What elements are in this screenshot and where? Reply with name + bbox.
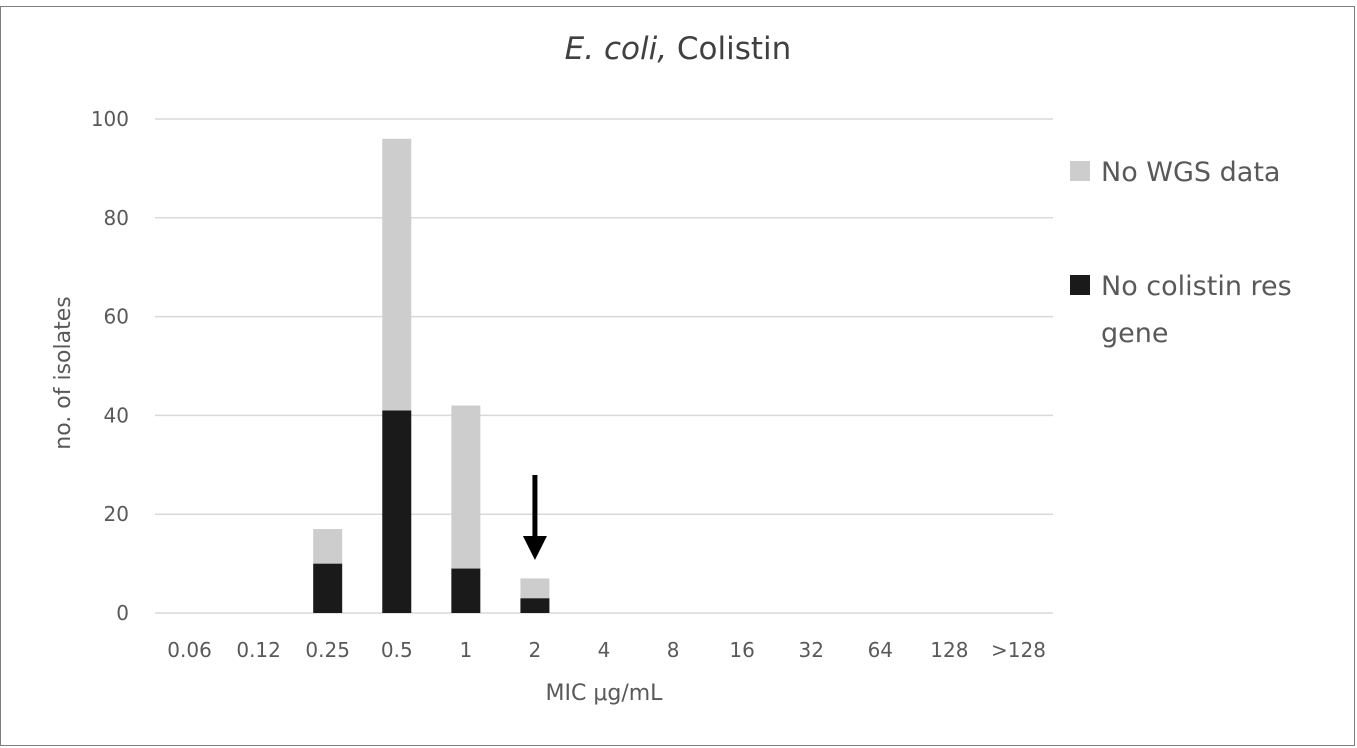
bar-no-colistin-res-gene-1 xyxy=(451,568,481,613)
legend: No WGS data No colistin res gene xyxy=(1070,157,1292,349)
chart-title: E. coli, Colistin xyxy=(565,31,792,67)
bar-no-colistin-res-gene-0.5 xyxy=(382,410,412,613)
x-tick-label: >128 xyxy=(991,638,1046,662)
legend-swatch-1 xyxy=(1070,275,1090,295)
chart-title-italic: E. coli, xyxy=(565,31,667,67)
x-tick-label: 0.25 xyxy=(305,638,350,662)
x-tick-label: 16 xyxy=(729,638,754,662)
bar-no-colistin-res-gene-0.25 xyxy=(313,563,343,613)
legend-label: gene xyxy=(1101,318,1168,349)
x-tick-label: 128 xyxy=(930,638,968,662)
chart-frame: E. coli, Colistin 0 20 40 60 80 100 0.06 0.12 0… xyxy=(0,6,1355,746)
x-tick-label: 8 xyxy=(667,638,680,662)
y-tick-label: 80 xyxy=(104,206,129,230)
y-tick-labels: 0 20 40 60 80 100 xyxy=(91,107,129,625)
x-tick-label: 1 xyxy=(459,638,472,662)
y-tick-label: 100 xyxy=(91,107,129,131)
legend-label: No WGS data xyxy=(1101,157,1280,188)
arrow-head xyxy=(522,536,547,560)
legend-label: No colistin res xyxy=(1101,271,1292,302)
x-axis-label: MIC μg/mL xyxy=(546,681,664,706)
x-tick-label: 4 xyxy=(598,638,611,662)
x-tick-label: 2 xyxy=(529,638,542,662)
legend-swatch-0 xyxy=(1070,161,1090,181)
y-tick-label: 0 xyxy=(116,601,129,625)
bar-no-wgs-data-0.25 xyxy=(313,529,343,564)
gridlines xyxy=(155,118,1053,614)
bar-no-wgs-data-0.5 xyxy=(382,138,412,411)
chart-title-rest: Colistin xyxy=(667,31,791,67)
x-tick-label: 32 xyxy=(799,638,824,662)
y-axis-label: no. of isolates xyxy=(51,296,76,449)
bar-no-colistin-res-gene-2 xyxy=(520,598,550,613)
x-tick-label: 0.5 xyxy=(381,638,413,662)
y-tick-label: 60 xyxy=(104,305,129,329)
y-tick-label: 40 xyxy=(104,403,129,427)
x-tick-labels: 0.06 0.12 0.25 0.5 1 2 4 8 16 32 64 128 >128 xyxy=(167,638,1046,662)
x-tick-label: 0.06 xyxy=(167,638,212,662)
x-tick-label: 64 xyxy=(868,638,893,662)
bars xyxy=(313,138,550,613)
x-tick-label: 0.12 xyxy=(236,638,281,662)
bar-no-wgs-data-1 xyxy=(451,405,481,569)
annotations xyxy=(522,475,547,560)
y-tick-label: 20 xyxy=(104,502,129,526)
bar-no-wgs-data-2 xyxy=(520,578,550,599)
